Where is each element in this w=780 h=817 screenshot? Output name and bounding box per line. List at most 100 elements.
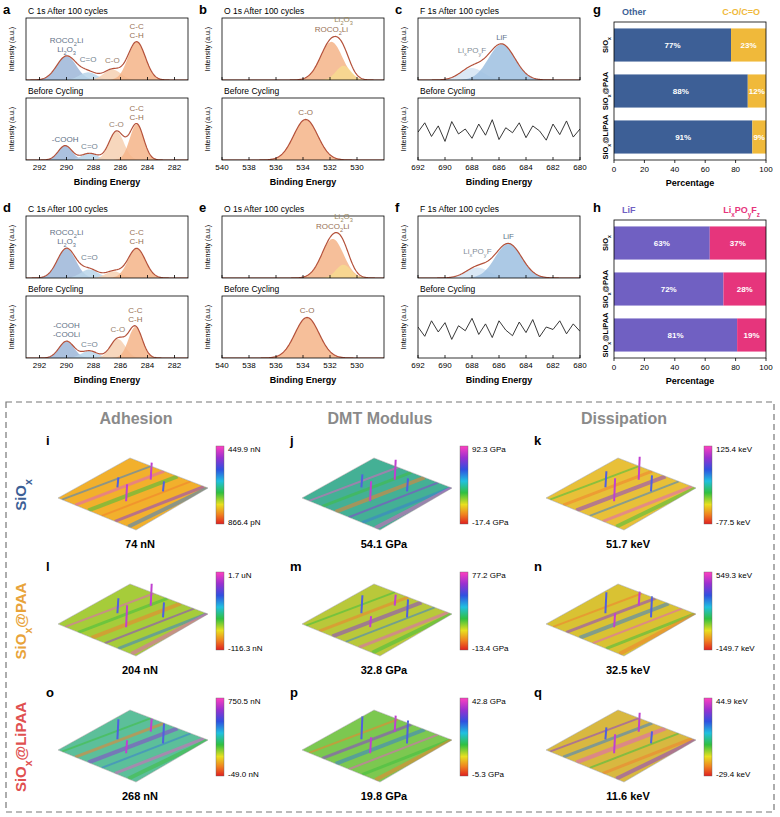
colorbar-label: 1.7 uN [228,571,252,580]
colorbar-label: -13.4 GPa [472,644,509,653]
label-part: C-O [109,120,124,129]
peak-label: ROCO2Li [316,222,350,233]
plot-frame [222,216,384,278]
tick [644,358,645,361]
axis-title: Binding Energy [466,375,533,385]
peak-label-text: ROCO2Li [315,25,349,36]
tick [735,160,736,163]
surface-spike [117,477,118,487]
axis-title: Binding Energy [74,177,141,187]
tick-label: 40 [670,363,679,372]
plot-frame [418,18,580,80]
tick [472,157,473,160]
surface-streak [105,609,194,644]
legend-entry: Other [622,7,647,17]
surface-edge [58,710,208,782]
peak-label: C=O [81,253,98,262]
plot-area [222,317,384,358]
column-header: Dissipation [581,410,667,427]
plot-area [222,36,384,80]
value-label: 74 nN [125,538,155,550]
afm-cell: l1.7 uN-116.3 nN204 nN [46,559,263,676]
surface-streak [616,488,696,527]
plot-area [26,123,188,160]
colorbar [460,698,468,776]
data-label: 19% [744,331,760,340]
tick [553,275,554,278]
label-part: SiO [12,485,29,511]
label-part: ROCO [316,222,340,231]
plot-frame [26,98,188,160]
data-label: 23% [741,41,757,50]
tick [222,355,223,358]
axis-title: Intensity (a.u.) [400,107,408,151]
peak-label: LiF [496,33,507,42]
tick [614,160,615,163]
surface-streak [375,740,452,780]
label-part: ROCO [315,25,339,34]
tick-label: 538 [242,163,256,172]
peak-label-text: C=O [81,253,98,262]
label-part: 3 [350,20,353,26]
surface-base [58,458,208,530]
category-label: SiOx [601,235,612,251]
surface-streak [88,476,177,510]
peak-label-text: Li2O3 [57,237,76,248]
peak-label: LixPOyF [463,247,491,258]
peak-label-text: C-O [109,120,124,129]
bar-segment [614,318,737,351]
tick [499,77,500,80]
tick [580,275,581,278]
label-part: @LiPAA [601,312,610,342]
subplot-title: Before Cycling [28,284,84,294]
surface-streak [590,733,679,768]
peak-label: C-CC-H [130,104,144,122]
label-part: C-C [128,306,142,315]
tick [276,275,277,278]
tick [276,157,277,160]
value-label: 54.1 GPa [361,538,408,550]
colorbar [216,446,224,524]
tick [418,355,419,358]
tick-label: 20 [640,165,649,174]
plot-area [222,233,384,278]
plot-area [418,120,580,142]
peak-label: C-O [298,108,313,117]
afm-cell: m77.2 GPa-13.4 GPa32.8 GPa [290,559,509,676]
tick [499,355,500,358]
tick-label: 282 [168,163,182,172]
tick [66,77,67,80]
surface-spike [370,737,371,753]
colorbar [216,698,224,776]
label-part: LiF [496,33,507,42]
label-part: C-O [300,306,315,315]
fit-peak [431,244,580,278]
surface-spike [370,481,371,501]
surface-edge [302,710,452,782]
label-part: SiO [601,40,610,53]
value-label: 204 nN [122,664,158,676]
plot-frame [614,220,766,358]
panel-letter: j [289,433,294,448]
label-part: 3 [73,242,76,248]
tick [222,275,223,278]
surface-spike [163,481,164,491]
subplot-title: Before Cycling [28,86,84,96]
tick [66,275,67,278]
data-label: 37% [730,239,746,248]
panel-letter: l [46,559,50,574]
plot-area [614,226,766,351]
colorbar-label: 92.3 GPa [472,445,506,454]
peak-label: C=O [81,142,98,151]
surface-edge [546,584,696,656]
surface-streak [346,607,435,642]
peak-label-text: LixPOyF [463,247,491,258]
tick [418,77,419,80]
tick-label: 692 [411,163,425,172]
panel-letter: a [3,2,11,17]
fit-peak [26,248,121,278]
surface-spike [614,478,615,501]
peak-label-text: -COOLi [53,330,80,339]
peak-label-text: Li2O3 [334,212,353,223]
tick [330,157,331,160]
